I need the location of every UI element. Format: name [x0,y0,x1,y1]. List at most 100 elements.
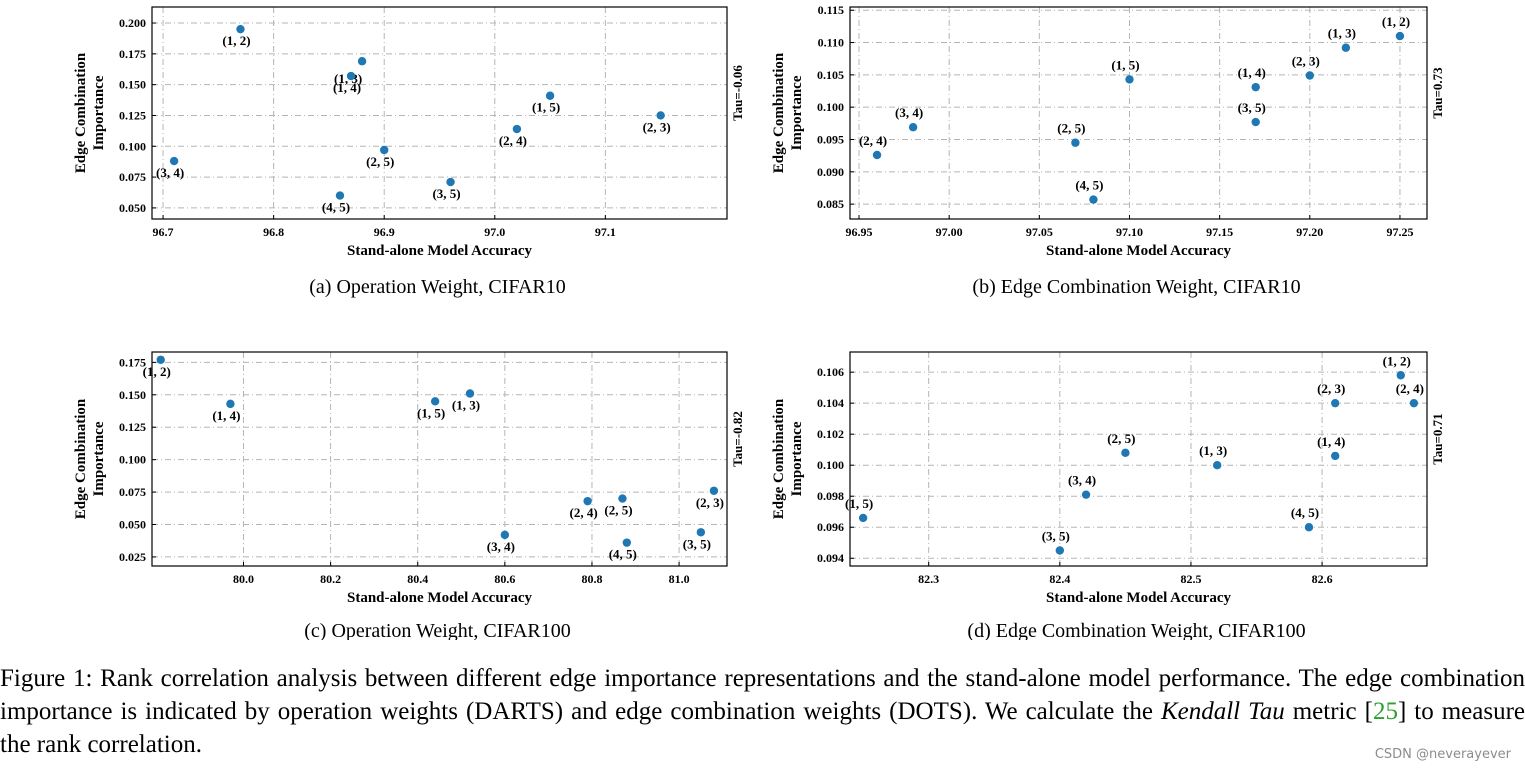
point-label: (2, 3) [643,119,671,134]
scatter-point [1396,371,1405,380]
scatter-point [1331,451,1340,461]
scatter-point [709,486,719,495]
tau-annotation: Tau=-0.82 [730,411,745,467]
scatter-point [1409,398,1419,408]
y-tick-label: 0.100 [119,139,146,153]
x-tick-label: 97.15 [1206,225,1233,239]
y-tick-label: 0.100 [119,453,146,467]
scatter-point [357,57,367,66]
scatter-point [465,389,475,398]
point-label: (1, 5) [1111,57,1139,72]
subplot-caption: (b) Edge Combination Weight, CIFAR10 [972,276,1300,298]
point-label: (1, 3) [1199,443,1227,458]
point-label: (3, 5) [1238,100,1266,115]
point-label: (2, 4) [1396,381,1424,396]
x-tick-label: 96.9 [374,225,395,239]
point-label: (1, 3) [1328,26,1356,41]
x-tick-label: 80.8 [581,572,602,586]
plot-frame [151,6,728,220]
chart-panel-d: 82.3 82.4 82.5 82.6 0.094 0.096 0.098 0.100 0.10… [771,351,1445,640]
point-label: (3, 5) [683,536,711,551]
point-label: (2, 5) [1107,431,1135,446]
y-tick-label: 0.150 [119,388,146,402]
scatter-point [872,150,882,160]
y-tick-label: 0.102 [817,427,844,441]
scatter-point [696,528,706,537]
point-label: (1, 5) [417,405,445,420]
caption-text-end: ] to measure the rank correlation. [0,698,1525,758]
x-tick-label: 80.0 [233,572,254,586]
y-tick-label: 0.115 [818,3,844,17]
point-label: (2, 5) [604,503,632,518]
subplot-caption: (d) Edge Combination Weight, CIFAR100 [967,620,1305,640]
chart-panel-a: 96.7 96.8 96.9 97.0 97.1 0.050 0.075 0.100 0.125… [73,6,745,298]
subplot-caption: (c) Operation Weight, CIFAR100 [304,620,571,640]
point-label: (1, 4) [1317,434,1345,449]
tau-annotation: Tau=0.73 [1430,67,1445,119]
scatter-point [1331,398,1340,408]
tau-annotation: Tau=0.71 [1430,413,1445,464]
y-tick-label: 0.090 [817,165,844,179]
x-tick-label: 97.25 [1386,225,1413,239]
point-label: (1, 2) [143,364,171,379]
point-label: (2, 3) [1317,381,1345,396]
scatter-point [1121,448,1130,457]
point-label: (2, 4) [499,133,527,148]
y-tick-label: 0.175 [119,47,146,61]
point-label: (2, 3) [696,495,724,510]
point-label: (1, 4) [1238,65,1266,80]
point-label: (3, 4) [895,105,923,120]
y-axis-label: Edge Combination [771,398,787,519]
chart-panel-b: 96.95 97.00 97.05 97.10 97.15 97.20 97.25 0.085… [771,3,1445,298]
x-tick-label: 82.4 [1049,572,1070,586]
scatter-point [583,496,592,506]
point-label: (4, 5) [322,200,350,215]
point-label: (3, 4) [487,539,515,554]
scatter-point [1089,195,1098,204]
y-tick-label: 0.050 [119,517,146,531]
point-label: (1, 4) [212,408,240,423]
point-label: (1, 3) [452,398,480,413]
y-axis-label: Importance [789,75,805,150]
figure: 96.7 96.8 96.9 97.0 97.1 0.050 0.075 0.100 0.125… [73,3,1445,640]
caption-metric-name: Kendall Tau [1160,698,1285,725]
x-tick-label: 97.10 [1116,225,1143,239]
x-tick-label: 97.05 [1026,225,1053,239]
watermark: CSDN @neverayever [1374,747,1511,762]
x-tick-label: 96.95 [846,225,873,239]
citation-link[interactable]: 25 [1372,698,1398,725]
scatter-point [380,145,389,155]
point-label: (2, 3) [1292,54,1320,69]
x-tick-label: 97.20 [1296,225,1323,239]
x-axis-label: Stand-alone Model Accuracy [1046,590,1231,606]
scatter-point [1212,461,1222,470]
tau-annotation: Tau=-0.06 [730,65,745,121]
scatter-point [1251,117,1260,127]
y-axis-label: Importance [789,421,805,496]
scatter-point [622,538,632,547]
y-tick-label: 0.050 [119,201,146,215]
x-axis-label: Stand-alone Model Accuracy [1046,243,1231,259]
scatter-point [1305,71,1314,80]
plot-frame [849,351,1428,567]
x-tick-label: 96.8 [263,225,284,239]
scatter-point [908,123,918,132]
y-tick-label: 0.175 [119,355,146,369]
x-tick-label: 97.00 [936,225,963,239]
point-label: (3, 4) [156,165,184,180]
chart-panel-c: 80.0 80.2 80.4 80.6 80.8 81.0 0.025 0.050 0.075 0… [73,351,745,640]
x-tick-label: 80.6 [494,572,515,586]
y-tick-label: 0.106 [817,365,844,379]
x-tick-label: 82.5 [1180,572,1201,586]
x-tick-label: 96.7 [153,225,174,239]
scatter-point [156,355,165,364]
x-tick-label: 81.0 [669,572,690,586]
scatter-point [618,494,627,503]
y-tick-label: 0.110 [818,36,844,50]
y-tick-label: 0.100 [817,100,844,114]
x-tick-label: 82.6 [1312,572,1333,586]
scatter-point [236,24,245,34]
point-label: (4, 5) [1075,178,1103,193]
point-label: (2, 4) [859,133,887,148]
y-tick-label: 0.075 [119,170,146,184]
